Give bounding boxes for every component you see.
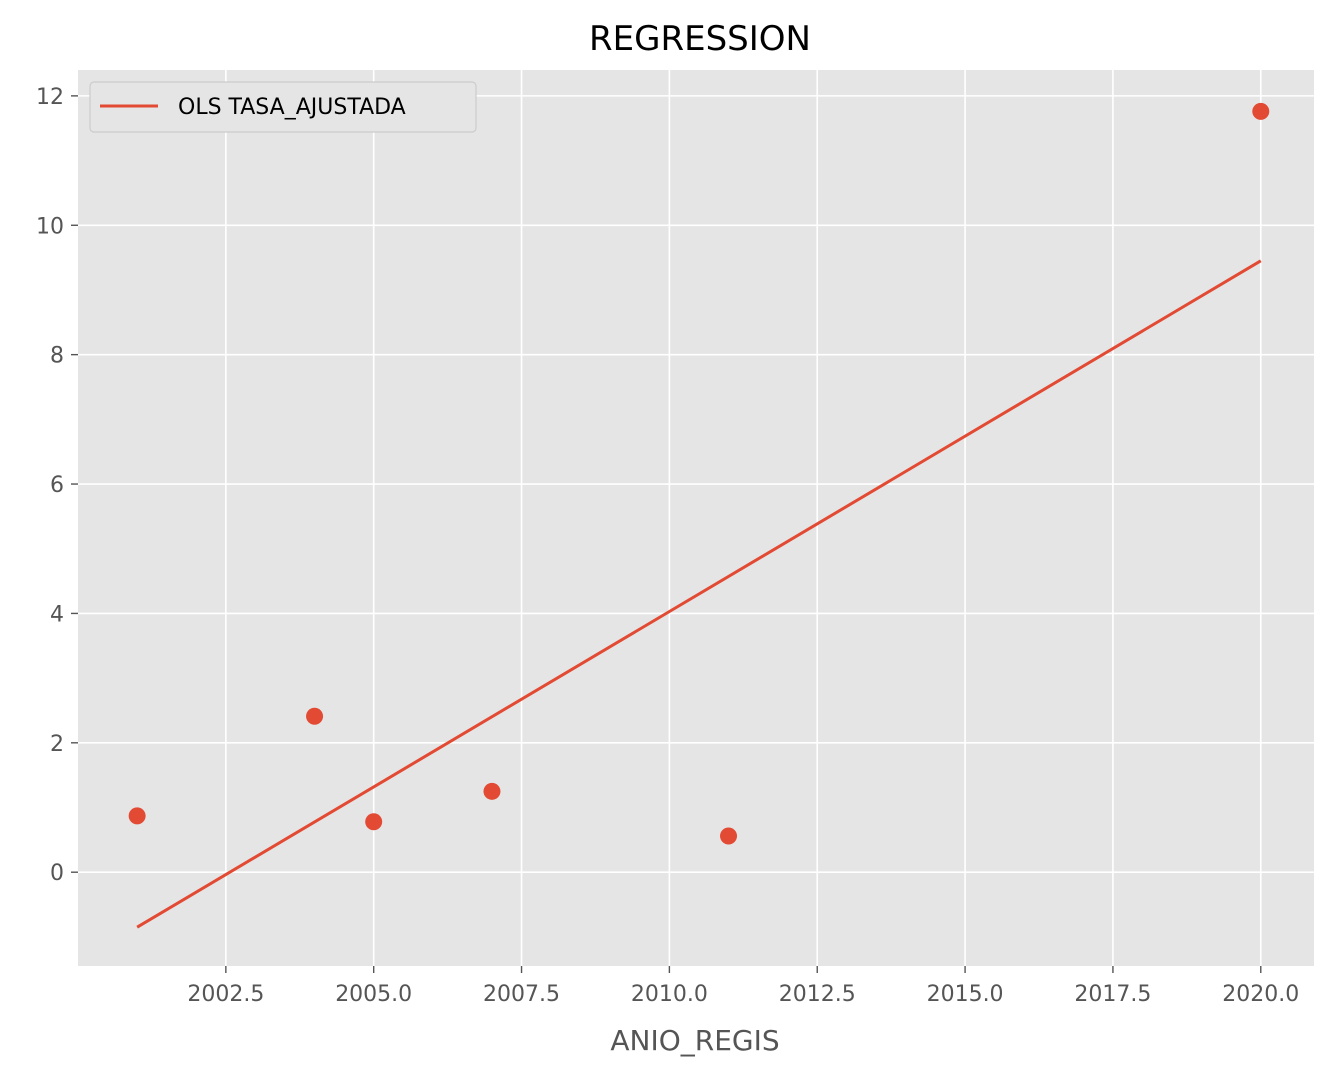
- data-point: [129, 807, 146, 824]
- x-tick-label: 2020.0: [1222, 982, 1299, 1007]
- data-point: [1252, 103, 1269, 120]
- y-tick-label: 8: [50, 344, 64, 369]
- data-point: [306, 708, 323, 725]
- x-tick-label: 2017.5: [1074, 982, 1151, 1007]
- x-tick-label: 2007.5: [483, 982, 560, 1007]
- y-tick-label: 6: [50, 473, 64, 498]
- x-tick-label: 2005.0: [335, 982, 412, 1007]
- y-tick-label: 2: [50, 732, 64, 757]
- data-point: [483, 783, 500, 800]
- y-tick-label: 0: [50, 861, 64, 886]
- y-tick-label: 4: [50, 602, 64, 627]
- x-tick-label: 2002.5: [187, 982, 264, 1007]
- data-point: [365, 813, 382, 830]
- x-tick-label: 2012.5: [779, 982, 856, 1007]
- legend-label: OLS TASA_AJUSTADA: [178, 95, 406, 120]
- chart-title: REGRESSION: [589, 19, 811, 59]
- x-axis-title: ANIO_REGIS: [610, 1024, 779, 1057]
- data-point: [720, 827, 737, 844]
- y-tick-label: 10: [36, 214, 64, 239]
- x-tick-label: 2015.0: [927, 982, 1004, 1007]
- y-tick-label: 12: [36, 85, 64, 110]
- legend: OLS TASA_AJUSTADA: [90, 82, 476, 132]
- plot-area: [78, 70, 1314, 966]
- x-tick-label: 2010.0: [631, 982, 708, 1007]
